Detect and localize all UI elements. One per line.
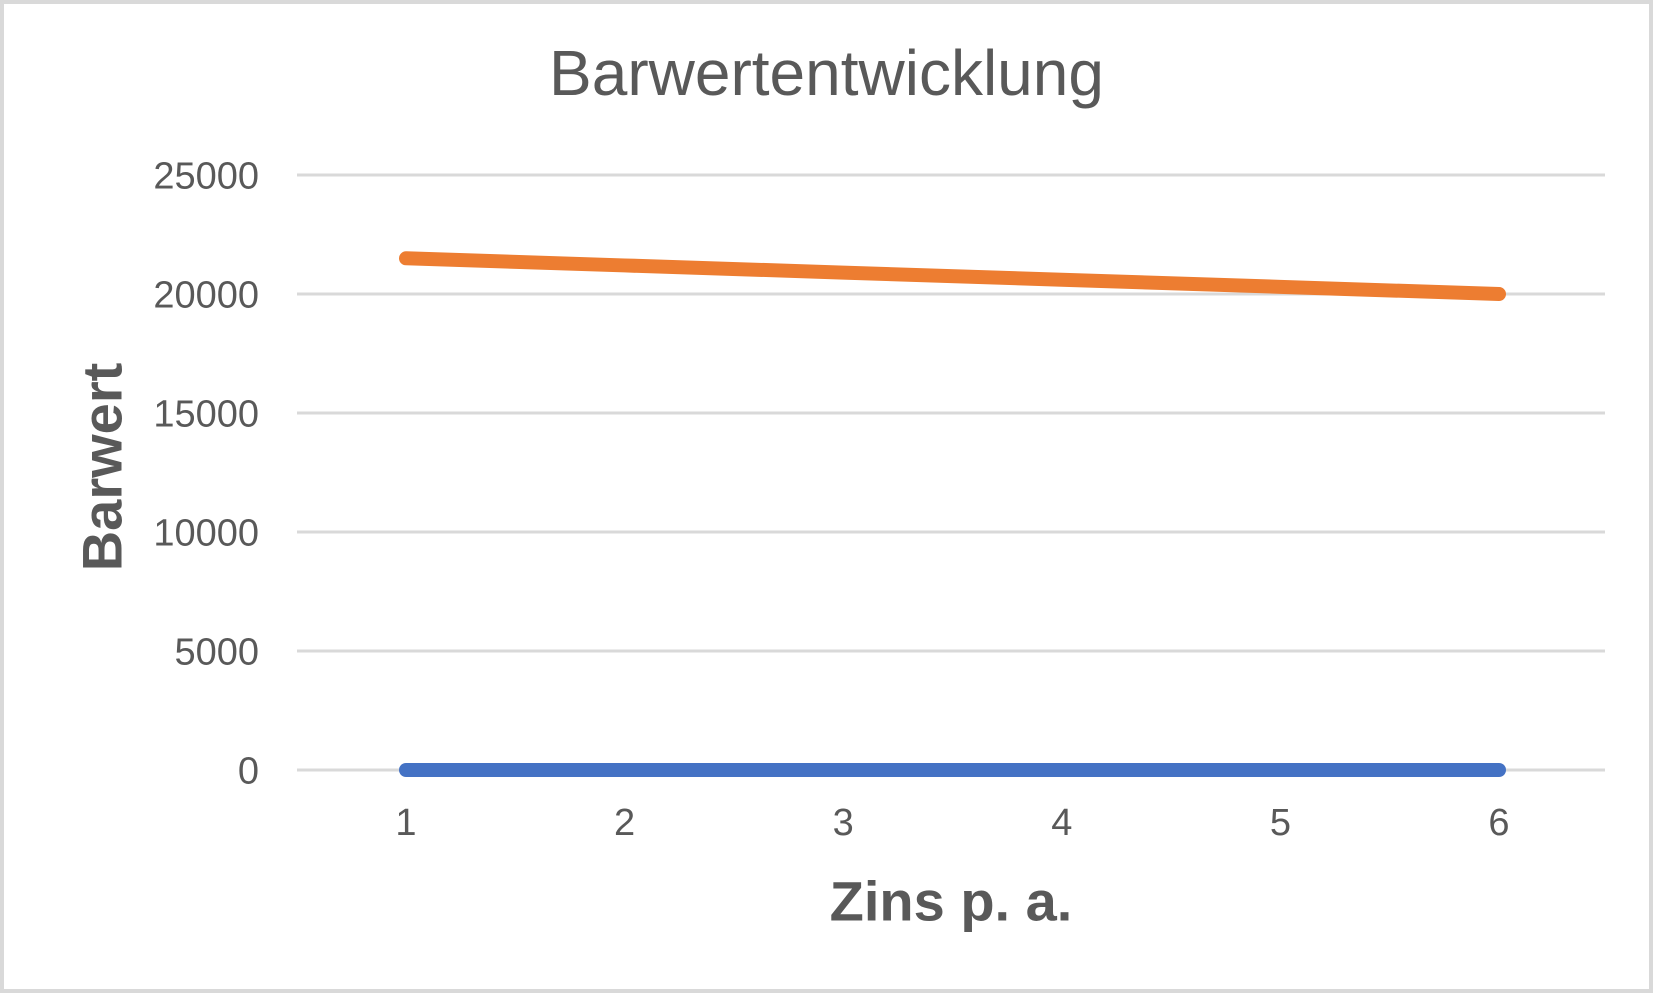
plot-svg: 0 5000 10000 15000 20000 25000 1 2 3 4 5 6	[153, 155, 1605, 844]
y-tick-label: 20000	[153, 274, 259, 316]
x-axis-title: Zins p. a.	[829, 869, 1073, 933]
y-tick-label: 0	[238, 750, 259, 792]
x-tick-label: 6	[1488, 802, 1509, 844]
y-tick-label: 5000	[174, 631, 259, 673]
y-tick-label: 15000	[153, 393, 259, 435]
x-tick-label: 3	[833, 802, 854, 844]
y-tick-label: 10000	[153, 512, 259, 554]
x-tick-label: 4	[1051, 802, 1072, 844]
y-tick-label: 25000	[153, 155, 259, 197]
x-tick-label: 2	[614, 802, 635, 844]
x-tick-label: 1	[395, 802, 416, 844]
chart-title: Barwertentwicklung	[549, 37, 1104, 109]
x-tick-label: 5	[1270, 802, 1291, 844]
series-line	[399, 251, 1506, 301]
